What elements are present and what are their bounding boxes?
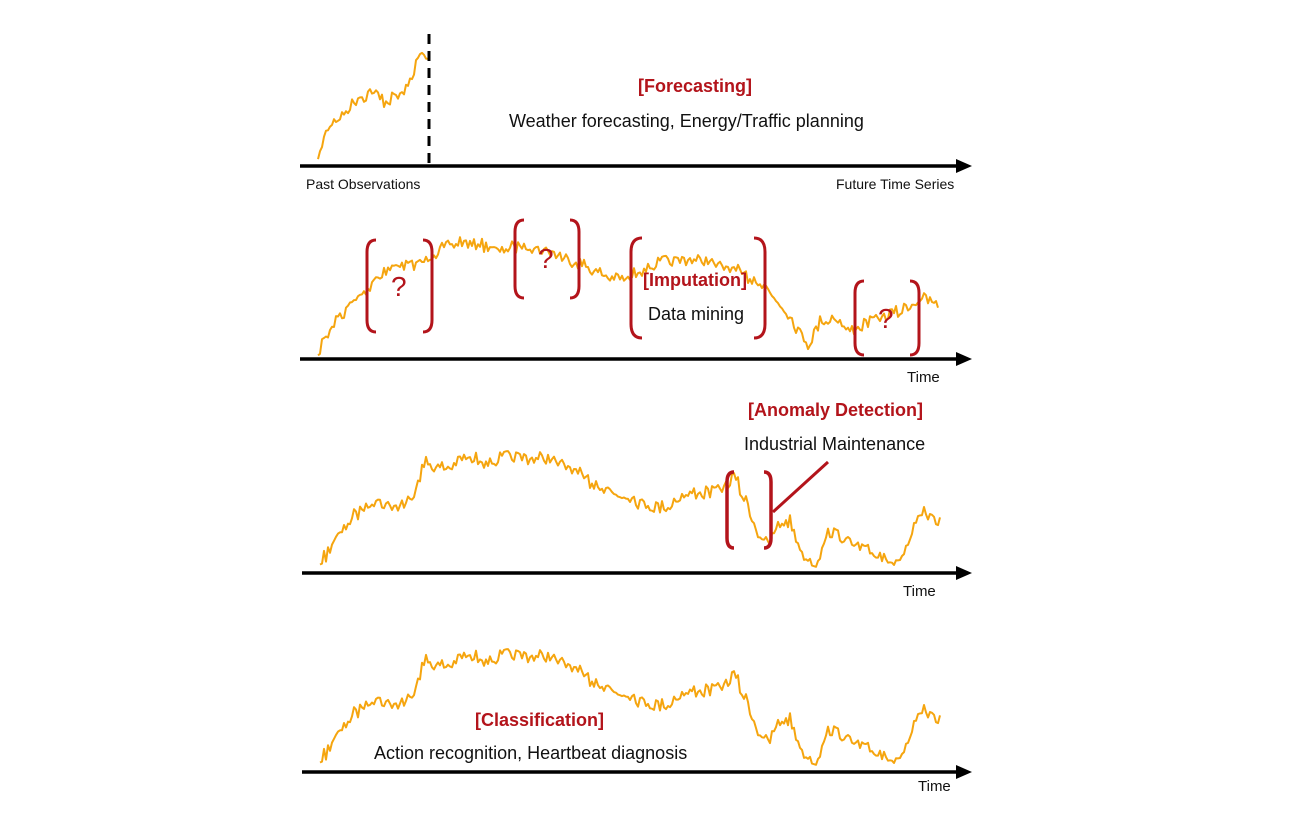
imputation-bracket-right: [753, 236, 767, 340]
anomaly-description: Industrial Maintenance: [744, 434, 926, 454]
forecasting-series-line: [317, 51, 428, 160]
anomaly-callout-line: [771, 460, 830, 514]
imputation-panel: [300, 218, 972, 366]
missing-bracket-2-right: [569, 218, 581, 300]
classification-series-line: [319, 648, 941, 766]
forecasting-description: Weather forecasting, Energy/Traffic plan…: [509, 111, 864, 131]
imputation-series-line: [317, 236, 939, 357]
classification-axis-arrowhead: [956, 765, 972, 779]
anomaly-series-line: [319, 450, 941, 568]
missing-bracket-1-left: [365, 238, 377, 334]
classification-panel: [302, 648, 972, 779]
missing-marker-2: ?: [538, 243, 554, 274]
missing-bracket-3-right: [909, 279, 921, 357]
imputation-time-label: Time: [907, 369, 940, 386]
classification-time-label: Time: [918, 778, 951, 795]
forecasting-axis-arrowhead: [956, 159, 972, 173]
missing-bracket-1-right: [422, 238, 434, 334]
missing-bracket-2-left: [513, 218, 525, 300]
anomaly-bracket-left: [725, 470, 735, 550]
classification-description: Action recognition, Heartbeat diagnosis: [374, 743, 688, 763]
forecasting-title: [Forecasting]: [638, 76, 753, 96]
missing-marker-3: ?: [878, 303, 894, 334]
classification-title: [Classification]: [475, 710, 605, 730]
missing-bracket-3-left: [853, 279, 865, 357]
past-observations-label: Past Observations: [306, 176, 421, 192]
imputation-bracket-left: [629, 236, 643, 340]
anomaly-panel: [302, 450, 972, 580]
forecasting-panel: [300, 34, 972, 173]
anomaly-axis-arrowhead: [956, 566, 972, 580]
anomaly-title: [Anomaly Detection]: [748, 400, 924, 420]
anomaly-time-label: Time: [903, 583, 936, 600]
imputation-title: [Imputation]: [643, 270, 747, 290]
future-time-series-label: Future Time Series: [836, 176, 955, 192]
anomaly-bracket-right: [763, 470, 773, 550]
missing-marker-1: ?: [391, 271, 407, 302]
imputation-description: Data mining: [648, 304, 745, 324]
imputation-axis-arrowhead: [956, 352, 972, 366]
